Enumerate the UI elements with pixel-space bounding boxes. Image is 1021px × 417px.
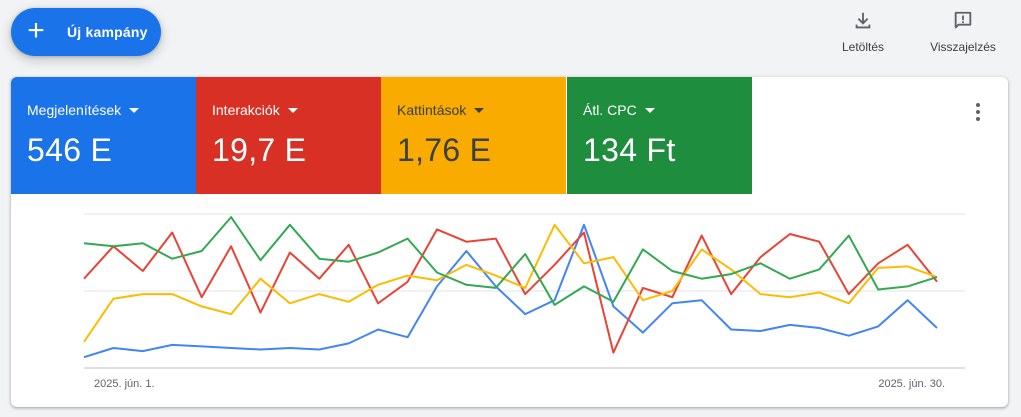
metric-interactions[interactable]: Interakciók 19,7 E bbox=[196, 77, 381, 194]
feedback-button[interactable]: Visszajelzés bbox=[918, 10, 1008, 56]
caret-down-icon bbox=[474, 107, 485, 113]
chart-series-line-1 bbox=[83, 223, 938, 359]
performance-line-chart: 2025. jún. 1. 2025. jún. 30. bbox=[83, 213, 965, 390]
chart-series-line-4 bbox=[83, 216, 938, 306]
download-button[interactable]: Letöltés bbox=[818, 10, 908, 56]
metric-clicks-label: Kattintások bbox=[397, 102, 467, 118]
performance-card: Megjelenítések 546 E Interakciók 19,7 E … bbox=[11, 77, 1008, 407]
metric-impressions-label: Megjelenítések bbox=[27, 102, 122, 118]
chart-series-line-2 bbox=[83, 228, 938, 354]
new-campaign-label: Új kampány bbox=[67, 24, 148, 40]
chart-xtick-label: 2025. jún. 1. bbox=[94, 378, 155, 390]
metric-impressions[interactable]: Megjelenítések 546 E bbox=[11, 77, 196, 194]
chart-xtick-label: 2025. jún. 30. bbox=[878, 378, 945, 390]
more-vert-icon bbox=[976, 103, 980, 107]
metric-clicks-value: 1,76 E bbox=[397, 132, 492, 168]
more-options-button[interactable] bbox=[966, 99, 990, 125]
feedback-label: Visszajelzés bbox=[930, 40, 996, 54]
new-campaign-button[interactable]: + Új kampány bbox=[11, 8, 161, 56]
download-icon bbox=[855, 12, 871, 29]
download-label: Letöltés bbox=[841, 40, 885, 54]
caret-down-icon bbox=[129, 107, 140, 113]
plus-icon: + bbox=[27, 13, 45, 47]
metric-clicks[interactable]: Kattintások 1,76 E bbox=[381, 77, 566, 194]
caret-down-icon bbox=[287, 107, 298, 113]
metric-interactions-label: Interakciók bbox=[212, 102, 280, 118]
metric-interactions-value: 19,7 E bbox=[212, 132, 307, 168]
caret-down-icon bbox=[644, 107, 655, 113]
metric-avg-cpc[interactable]: Átl. CPC 134 Ft bbox=[567, 77, 752, 194]
chart-series-line-3 bbox=[83, 223, 938, 343]
metric-avg-cpc-label: Átl. CPC bbox=[583, 102, 637, 118]
metric-impressions-value: 546 E bbox=[27, 132, 113, 168]
feedback-icon bbox=[954, 11, 972, 29]
metric-avg-cpc-value: 134 Ft bbox=[583, 132, 676, 168]
